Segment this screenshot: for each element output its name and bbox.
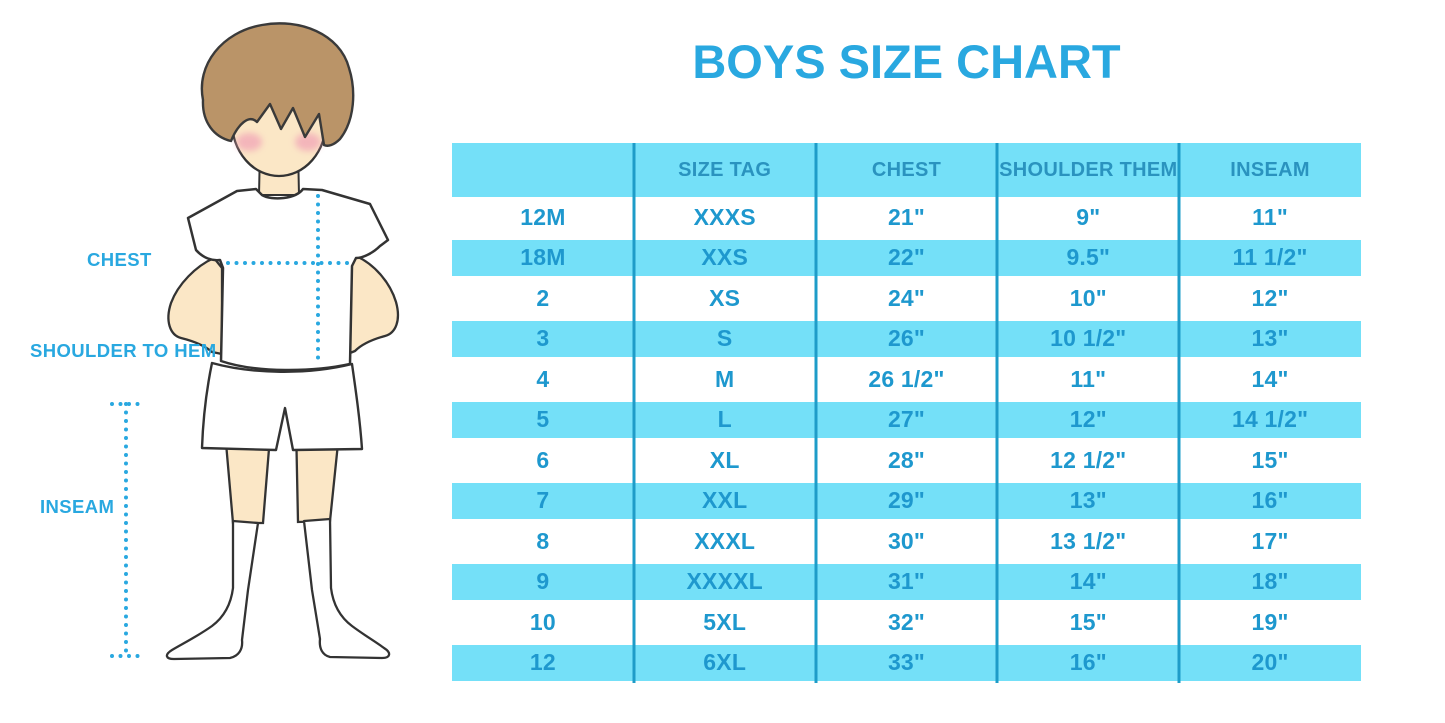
- table-cell: 10": [1069, 284, 1107, 311]
- chest-label: CHEST: [87, 249, 152, 270]
- table-cell: 30": [887, 527, 926, 554]
- size-table: SIZE TAG CHEST SHOULDER THEM INSEAM 12M XXXS…: [452, 143, 1361, 683]
- table-cell: 18M: [520, 244, 566, 271]
- table-row: 5 L 27" 12" 14 1/2": [452, 399, 1361, 440]
- table-cell: 22": [887, 244, 926, 271]
- table-row: 2 XS 24" 10" 12": [452, 278, 1361, 319]
- table-cell: XL: [709, 446, 740, 473]
- table-row: 12 6XL 33" 16" 20": [452, 642, 1361, 683]
- table-cell: 21": [887, 203, 926, 230]
- table-cell: 14": [1069, 568, 1107, 595]
- table-cell: 14 1/2": [1231, 406, 1309, 433]
- table-cell: 8: [536, 527, 550, 554]
- table-cell: 16": [1251, 487, 1289, 514]
- table-cell: 12M: [520, 203, 566, 230]
- column-divider: [995, 143, 999, 683]
- table-cell: S: [716, 325, 733, 352]
- table-cell: XXXL: [694, 527, 756, 554]
- table-cell: 9": [1076, 203, 1101, 230]
- column-divider: [814, 143, 818, 683]
- table-row: 12M XXXS 21" 9" 11": [452, 197, 1361, 238]
- shoulder-to-hem-label: SHOULDER TO HEM: [30, 340, 217, 361]
- size-table-header: SIZE TAG CHEST SHOULDER THEM INSEAM: [452, 143, 1361, 197]
- table-cell: 28": [887, 446, 926, 473]
- header-cell: SHOULDER THEM: [999, 158, 1178, 181]
- table-cell: 13 1/2": [1050, 527, 1127, 554]
- table-cell: 7: [536, 487, 550, 514]
- table-row: 10 5XL 32" 15" 19": [452, 602, 1361, 643]
- boy-shirt: [186, 187, 390, 372]
- table-cell: L: [717, 406, 732, 433]
- table-row: 18M XXS 22" 9.5" 11 1/2": [452, 237, 1361, 278]
- table-cell: 27": [887, 406, 926, 433]
- table-cell: 4: [536, 365, 550, 392]
- column-divider: [632, 143, 636, 683]
- table-cell: XS: [709, 284, 741, 311]
- size-table-body: 12M XXXS 21" 9" 11" 18M XXS 22" 9.5" 11 1/2" 2 XS 24…: [452, 197, 1361, 683]
- table-cell: 14": [1251, 365, 1289, 392]
- table-cell: 11": [1070, 365, 1107, 392]
- table-cell: 5: [536, 406, 550, 433]
- table-cell: 15": [1251, 446, 1289, 473]
- boy-right-cheek-blush: [295, 133, 321, 151]
- inseam-label: INSEAM: [40, 496, 115, 517]
- column-divider: [1177, 143, 1181, 683]
- table-cell: 11 1/2": [1232, 244, 1308, 271]
- boy-right-arm: [348, 254, 400, 355]
- table-row: 3 S 26" 10 1/2" 13": [452, 318, 1361, 359]
- boy-hair: [200, 22, 355, 147]
- table-row: 4 M 26 1/2" 11" 14": [452, 359, 1361, 400]
- table-cell: 19": [1251, 608, 1289, 635]
- table-cell: 16": [1069, 649, 1107, 676]
- table-cell: XXS: [701, 244, 748, 271]
- table-cell: 5XL: [703, 608, 747, 635]
- boy-shorts: [200, 361, 364, 452]
- header-cell: CHEST: [871, 158, 942, 181]
- table-cell: XXXXL: [686, 568, 763, 595]
- table-cell: 9.5": [1066, 244, 1111, 271]
- table-row: 6 XL 28" 12 1/2" 15": [452, 440, 1361, 481]
- boy-left-sock: [165, 519, 260, 661]
- page-title: BOYS SIZE CHART: [692, 35, 1121, 88]
- header-cell: [452, 143, 634, 197]
- table-cell: 3: [536, 325, 550, 352]
- table-cell: 26": [887, 325, 926, 352]
- table-cell: 13": [1251, 325, 1289, 352]
- table-cell: 32": [887, 608, 926, 635]
- table-cell: M: [715, 365, 735, 392]
- table-cell: 12": [1069, 406, 1107, 433]
- table-cell: 12 1/2": [1050, 446, 1127, 473]
- table-cell: 18": [1251, 568, 1289, 595]
- table-cell: 6XL: [703, 649, 747, 676]
- table-cell: 10 1/2": [1050, 325, 1127, 352]
- table-row: 8 XXXL 30" 13 1/2" 17": [452, 521, 1361, 562]
- table-cell: 17": [1251, 527, 1289, 554]
- table-cell: 10: [529, 608, 556, 635]
- table-cell: 20": [1251, 649, 1289, 676]
- table-cell: 15": [1069, 608, 1107, 635]
- table-cell: 33": [887, 649, 926, 676]
- table-cell: 2: [536, 284, 550, 311]
- table-cell: 26 1/2": [868, 365, 945, 392]
- table-cell: 12": [1251, 284, 1289, 311]
- table-cell: 11": [1252, 203, 1288, 230]
- header-cell: INSEAM: [1230, 158, 1310, 181]
- boy-left-cheek-blush: [236, 133, 262, 151]
- table-row: 9 XXXXL 31" 14" 18": [452, 561, 1361, 602]
- table-cell: XXXS: [693, 203, 756, 230]
- table-row: 7 XXL 29" 13" 16": [452, 480, 1361, 521]
- table-cell: 9: [536, 568, 550, 595]
- table-cell: 31": [887, 568, 926, 595]
- table-cell: XXL: [702, 487, 748, 514]
- boy-left-arm: [167, 256, 224, 356]
- boy-right-sock: [302, 517, 391, 660]
- table-cell: 6: [536, 446, 550, 473]
- table-cell: 24": [887, 284, 926, 311]
- table-cell: 12: [529, 649, 556, 676]
- header-cell: SIZE TAG: [678, 158, 772, 181]
- boy-figure-illustration: [110, 22, 400, 661]
- table-cell: 13": [1069, 487, 1107, 514]
- table-cell: 29": [887, 487, 926, 514]
